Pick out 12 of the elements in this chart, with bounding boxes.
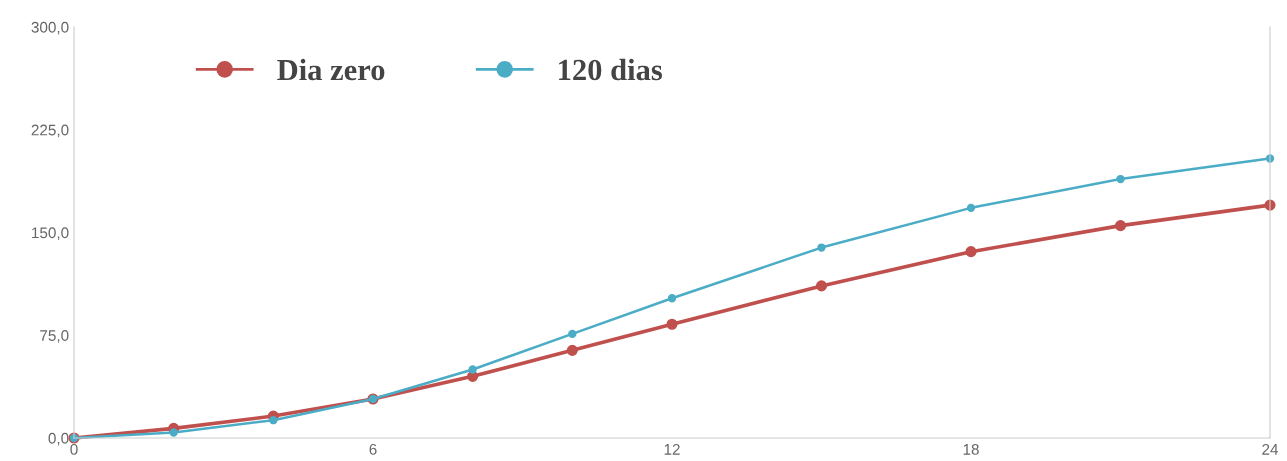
x-tick-label: 0 <box>70 443 78 455</box>
legend-label: 120 dias <box>559 58 663 81</box>
x-tick-label: 12 <box>664 443 680 455</box>
x-tick-label: 18 <box>963 443 979 455</box>
x-tick-label: 6 <box>369 443 377 455</box>
y-tick-label: 75,0 <box>40 330 69 343</box>
y-tick-label: 0,0 <box>48 432 69 446</box>
y-tick-label: 150,0 <box>32 227 69 240</box>
y-tick-label: 225,0 <box>31 124 69 138</box>
legend-label: Dia zero <box>277 58 385 81</box>
y-tick-label: 300,0 <box>31 21 69 35</box>
x-tick-label: 24 <box>1262 443 1279 455</box>
